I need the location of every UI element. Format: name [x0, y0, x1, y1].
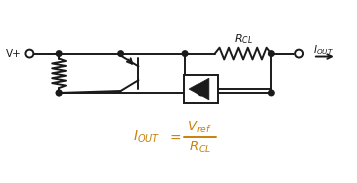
Text: $R_{CL}$: $R_{CL}$ [233, 32, 253, 46]
Text: V+: V+ [6, 48, 21, 59]
Circle shape [182, 51, 188, 56]
Circle shape [268, 51, 274, 56]
Text: $V_{ref}$: $V_{ref}$ [187, 120, 212, 135]
Text: $=$: $=$ [167, 130, 182, 144]
Circle shape [25, 50, 33, 57]
Circle shape [118, 51, 124, 56]
Circle shape [56, 51, 62, 56]
FancyBboxPatch shape [184, 75, 218, 103]
Circle shape [295, 50, 303, 57]
Circle shape [268, 90, 274, 96]
Text: $I_{OUT}$: $I_{OUT}$ [313, 43, 334, 57]
Polygon shape [189, 78, 209, 100]
Circle shape [56, 90, 62, 96]
Text: $I_{OUT}$: $I_{OUT}$ [133, 129, 160, 145]
Text: $R_{CL}$: $R_{CL}$ [189, 140, 211, 155]
Circle shape [56, 90, 62, 96]
Circle shape [198, 90, 204, 96]
